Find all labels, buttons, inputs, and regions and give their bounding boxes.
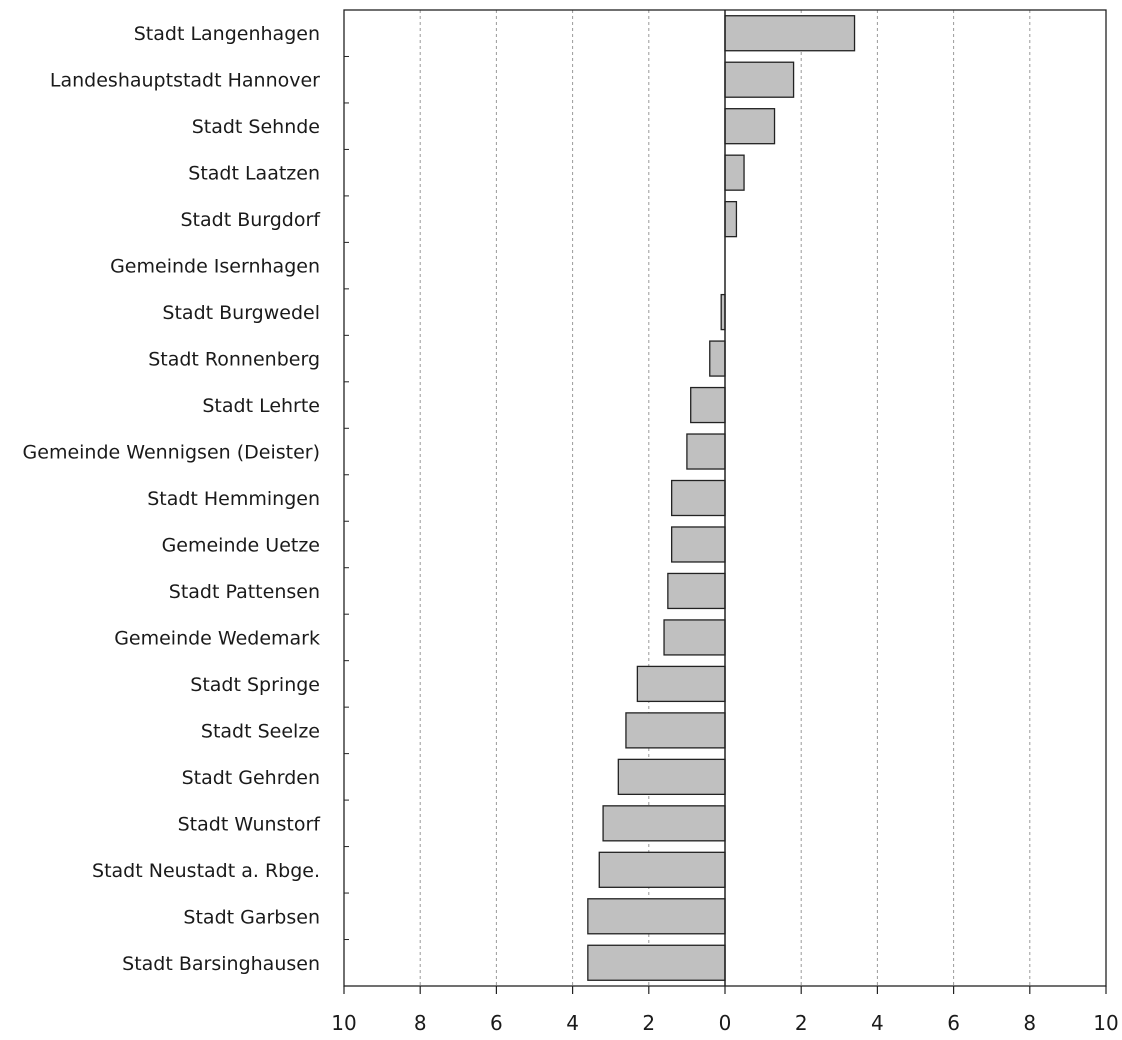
bar-stadt-garbsen <box>587 898 726 935</box>
category-label: Stadt Springe <box>190 674 320 696</box>
x-tick-label: 10 <box>331 1011 356 1035</box>
x-tick-label: 8 <box>1023 1011 1036 1035</box>
bar-stadt-pattensen <box>667 572 726 610</box>
bar-stadt-wunstorf <box>602 805 726 842</box>
bar-landeshauptstadt-hannover <box>724 61 795 98</box>
category-label: Landeshauptstadt Hannover <box>50 70 320 92</box>
category-label: Gemeinde Wennigsen (Deister) <box>23 442 320 464</box>
bar-gemeinde-wennigsen-deister <box>686 433 726 470</box>
category-label: Stadt Gehrden <box>182 767 320 789</box>
bar-gemeinde-uetze <box>671 526 726 563</box>
bar-gemeinde-wedemark <box>663 619 726 656</box>
x-tick-label: 6 <box>947 1011 960 1035</box>
category-label: Gemeinde Wedemark <box>114 627 320 649</box>
category-label: Stadt Laatzen <box>188 163 320 185</box>
x-tick-label: 2 <box>642 1011 655 1035</box>
bar-stadt-barsinghausen <box>587 944 726 981</box>
x-tick-label: 10 <box>1093 1011 1118 1035</box>
category-label: Gemeinde Isernhagen <box>110 256 320 278</box>
x-tick-label: 6 <box>490 1011 503 1035</box>
x-tick-label: 4 <box>871 1011 884 1035</box>
bar-stadt-lehrte <box>690 386 726 424</box>
bar-stadt-gehrden <box>617 758 726 796</box>
bar-stadt-ronnenberg <box>709 340 726 377</box>
category-label: Stadt Burgdorf <box>180 209 321 231</box>
category-label: Stadt Ronnenberg <box>148 349 320 371</box>
category-label: Stadt Garbsen <box>183 906 320 928</box>
x-tick-label: 2 <box>795 1011 808 1035</box>
x-tick-label: 8 <box>414 1011 427 1035</box>
x-tick-label: 4 <box>566 1011 579 1035</box>
bar-stadt-neustadt-a-rbge <box>598 851 726 888</box>
bar-stadt-springe <box>636 665 726 703</box>
category-label: Stadt Lehrte <box>202 395 320 417</box>
category-label: Stadt Langenhagen <box>134 23 320 45</box>
bar-stadt-seelze <box>625 712 726 749</box>
bar-stadt-burgdorf <box>724 200 738 238</box>
x-tick-label: 0 <box>719 1011 732 1035</box>
category-label: Stadt Pattensen <box>169 581 320 603</box>
category-label: Stadt Neustadt a. Rbge. <box>92 860 320 882</box>
bar-stadt-sehnde <box>724 108 776 145</box>
category-label: Stadt Wunstorf <box>178 813 322 835</box>
category-label: Stadt Burgwedel <box>162 302 320 324</box>
category-label: Gemeinde Uetze <box>162 534 320 556</box>
bar-stadt-langenhagen <box>724 15 856 52</box>
category-label: Stadt Barsinghausen <box>122 953 320 975</box>
bar-stadt-hemmingen <box>671 479 726 517</box>
bar-stadt-laatzen <box>724 154 745 191</box>
category-label: Stadt Hemmingen <box>147 488 320 510</box>
category-label: Stadt Seelze <box>201 720 320 742</box>
category-label: Stadt Sehnde <box>192 116 320 138</box>
